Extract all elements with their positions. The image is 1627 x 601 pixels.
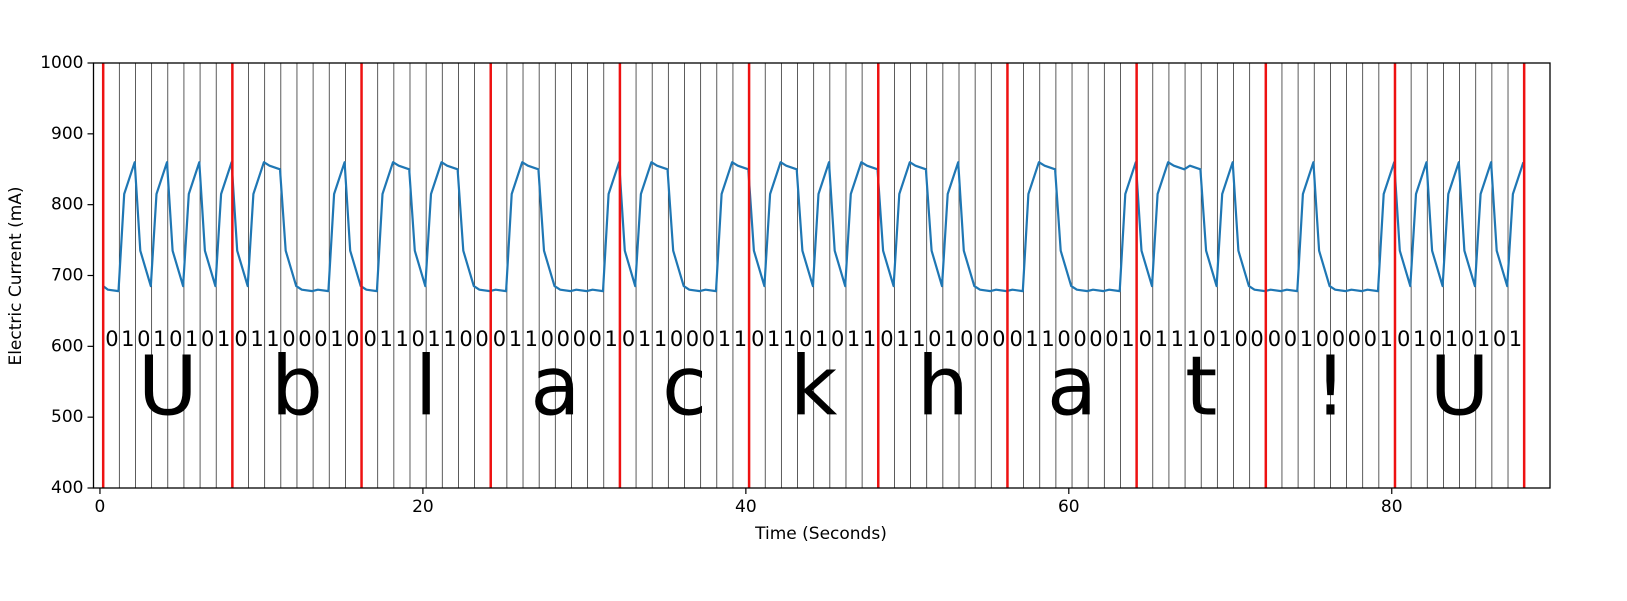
char-label: !	[1314, 339, 1347, 434]
y-axis-label: Electric Current (mA)	[6, 186, 26, 365]
char-label: l	[415, 339, 438, 434]
x-tick-label: 60	[1058, 497, 1080, 517]
y-tick-label: 400	[51, 478, 83, 498]
y-tick-label: 700	[51, 266, 83, 286]
x-tick-label: 20	[412, 497, 434, 517]
current-trace	[102, 161, 1525, 293]
y-tick-label: 600	[51, 336, 83, 356]
y-tick-label: 800	[51, 195, 83, 215]
x-tick-label: 80	[1381, 497, 1403, 517]
char-label: U	[138, 339, 198, 434]
char-label: t	[1185, 339, 1217, 434]
char-label: U	[1430, 339, 1490, 434]
char-label: a	[530, 339, 580, 434]
char-label: c	[662, 339, 707, 434]
x-tick-label: 40	[735, 497, 757, 517]
y-tick-label: 500	[51, 407, 83, 427]
x-axis-label: Time (Seconds)	[754, 524, 887, 544]
y-tick-label: 900	[51, 124, 83, 144]
char-label: a	[1047, 339, 1097, 434]
x-tick-label: 0	[95, 497, 106, 517]
y-tick-label: 1000	[40, 53, 83, 73]
char-label: h	[917, 339, 969, 434]
char-label: k	[790, 339, 838, 434]
char-label: b	[271, 339, 323, 434]
